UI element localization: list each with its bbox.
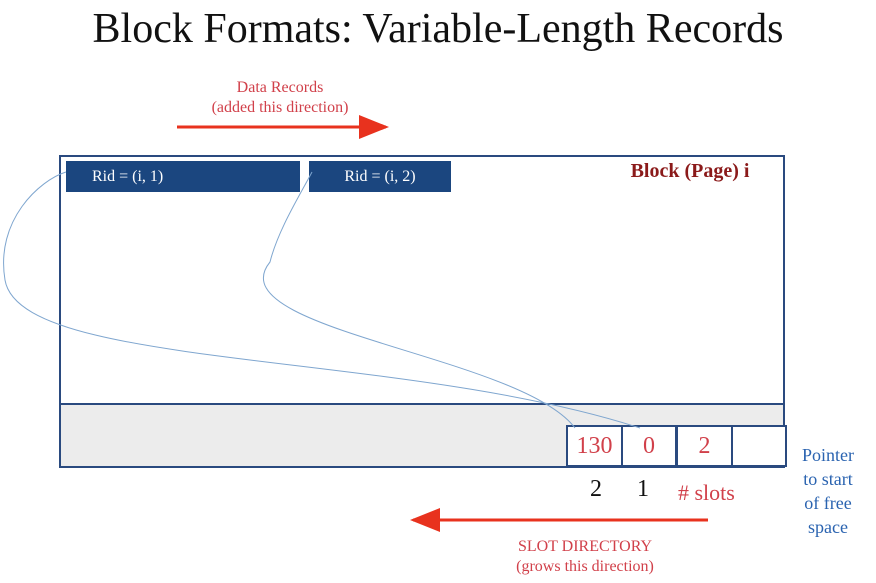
pointer-label: Pointer to start of free space bbox=[790, 443, 866, 539]
slots-count-label: # slots bbox=[678, 480, 735, 505]
pointer-label-line2: to start bbox=[803, 469, 853, 489]
slot-directory-line1: SLOT DIRECTORY bbox=[517, 538, 653, 555]
slot-directory-label: SLOT DIRECTORY (grows this direction) bbox=[470, 537, 700, 577]
free-space-pointer bbox=[731, 425, 787, 467]
data-records-line1: Data Records bbox=[236, 79, 324, 96]
slot-index-2: 2 bbox=[590, 476, 602, 502]
data-records-line2: (added this direction) bbox=[211, 99, 349, 116]
data-records-label: Data Records (added this direction) bbox=[180, 78, 380, 118]
record-rid-1: Rid = (i, 1) bbox=[66, 161, 300, 192]
slot-directory-line2: (grows this direction) bbox=[516, 558, 654, 575]
page-title: Block Formats: Variable-Length Records bbox=[92, 6, 784, 52]
slot-index-1: 1 bbox=[637, 476, 649, 502]
pointer-label-line4: space bbox=[808, 517, 848, 537]
slot-1-pointer-curve bbox=[3, 171, 641, 429]
record-rid-2: Rid = (i, 2) bbox=[309, 161, 451, 192]
slot-count: 2 bbox=[676, 425, 733, 467]
slot-1-offset: 0 bbox=[621, 425, 677, 467]
pointer-label-line1: Pointer bbox=[802, 445, 854, 465]
slot-2-pointer-curve bbox=[262, 171, 576, 429]
block-label: Block (Page) i bbox=[630, 160, 750, 182]
pointer-label-line3: of free bbox=[804, 493, 852, 513]
slot-2-offset: 130 bbox=[566, 425, 623, 467]
